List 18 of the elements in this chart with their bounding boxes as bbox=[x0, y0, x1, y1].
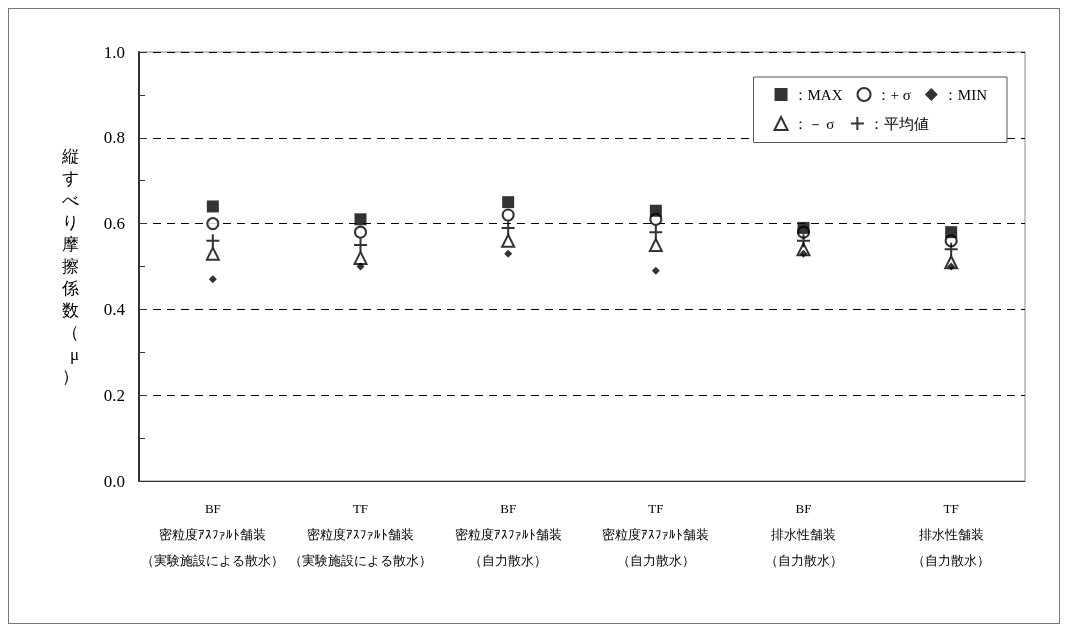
y-tick-label: 0.6 bbox=[103, 214, 125, 234]
x-tick-label: TF 密粒度ｱｽﾌｧﾙﾄ舗装（実験施設による散水） bbox=[289, 500, 432, 568]
y-tick-label: 0.8 bbox=[103, 128, 125, 148]
legend-label: ：平均値 bbox=[868, 115, 929, 132]
legend-label: ：－ σ bbox=[792, 115, 835, 132]
legend-label: ：+ σ bbox=[875, 86, 911, 103]
x-tick-label: TF 密粒度ｱｽﾌｧﾙﾄ舗装（自力散水） bbox=[602, 500, 710, 568]
x-tick-label: TF 排水性舗装（自力散水） bbox=[912, 500, 991, 568]
legend-label: ：MAX bbox=[792, 86, 843, 103]
x-tick-label: BF 密粒度ｱｽﾌｧﾙﾄ舗装（自力散水） bbox=[454, 500, 562, 568]
y-tick-label: 0.4 bbox=[103, 299, 126, 319]
y-tick-label: 0.0 bbox=[103, 471, 125, 491]
legend-label: ：MIN bbox=[942, 86, 988, 103]
y-tick-label: 0.2 bbox=[103, 385, 125, 405]
x-tick-label: BF 排水性舗装（自力散水） bbox=[764, 500, 843, 568]
x-tick-label: BF 密粒度ｱｽﾌｧﾙﾄ舗装（実験施設による散水） bbox=[141, 500, 285, 568]
text: 縦すべり摩擦係数（μ） bbox=[62, 147, 79, 386]
y-tick-label: 1.0 bbox=[103, 42, 125, 62]
